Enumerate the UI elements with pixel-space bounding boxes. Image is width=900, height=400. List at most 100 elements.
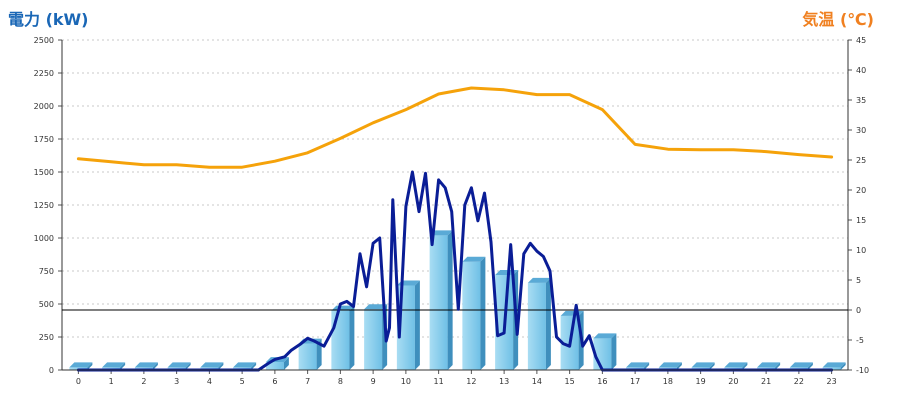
bar-side <box>87 362 93 370</box>
bar-side <box>545 277 551 370</box>
y-left-tick-label: 1000 <box>34 234 54 243</box>
bar-top <box>822 362 846 368</box>
bar-top <box>429 230 453 236</box>
y-left-tick-label: 2500 <box>34 36 54 45</box>
x-tick-label: 1 <box>109 377 114 386</box>
x-tick-label: 7 <box>305 377 310 386</box>
temperature-line <box>76 86 834 169</box>
x-tick-label: 11 <box>434 377 444 386</box>
y-right-tick-label: -5 <box>856 336 864 345</box>
power-line <box>76 170 834 372</box>
y-left-tick-label: 0 <box>49 366 54 375</box>
y-right-tick-label: 0 <box>856 306 861 315</box>
bar-top <box>593 333 617 339</box>
bar <box>593 333 617 370</box>
left-axis-title: 電力 (kW) <box>8 10 89 29</box>
bar-side <box>120 362 126 370</box>
y-right-tick-label: 30 <box>856 126 866 135</box>
bar-top <box>364 304 388 310</box>
bar-side <box>447 230 453 370</box>
x-tick-label: 20 <box>728 377 738 386</box>
x-tick-label: 19 <box>696 377 706 386</box>
bar-front <box>462 261 481 370</box>
y-right-tick-label: 45 <box>856 36 866 45</box>
y-right-tick-label: 25 <box>856 156 866 165</box>
bar-side <box>676 362 682 370</box>
bar-side <box>152 362 158 370</box>
bar-side <box>644 362 650 370</box>
bar-top <box>69 362 93 368</box>
y-right-tick-label: 15 <box>856 216 866 225</box>
y-left-tick-label: 500 <box>39 300 54 309</box>
x-tick-label: 9 <box>371 377 376 386</box>
bar-top <box>789 362 813 368</box>
bar-front <box>527 282 546 370</box>
bar-top <box>233 362 257 368</box>
bar-front <box>331 310 350 370</box>
x-tick-label: 0 <box>76 377 81 386</box>
bar-top <box>658 362 682 368</box>
bar-top <box>331 305 355 311</box>
bar-top <box>691 362 715 368</box>
bar <box>462 256 486 370</box>
y-right-tick-label: 35 <box>856 96 866 105</box>
x-tick-label: 4 <box>207 377 212 386</box>
bar-front <box>298 343 317 370</box>
bar-side <box>218 362 224 370</box>
x-tick-label: 21 <box>761 377 771 386</box>
x-tick-label: 17 <box>630 377 640 386</box>
bar <box>527 277 551 370</box>
x-tick-label: 10 <box>401 377 411 386</box>
bar-side <box>251 362 257 370</box>
right-axis-title: 気温 (℃) <box>802 10 874 29</box>
y-left-tick-label: 2250 <box>34 69 54 78</box>
bar-top <box>200 362 224 368</box>
bar-side <box>775 362 781 370</box>
bar-side <box>185 362 191 370</box>
bar-side <box>414 280 420 370</box>
bar-top <box>462 256 486 262</box>
bar-side <box>283 357 289 370</box>
x-tick-label: 12 <box>466 377 476 386</box>
x-tick-label: 23 <box>827 377 837 386</box>
bar <box>331 305 355 370</box>
bar-front <box>429 235 448 370</box>
y-left-tick-label: 1750 <box>34 135 54 144</box>
bar-top <box>167 362 191 368</box>
bar-front <box>364 309 383 370</box>
bar-top <box>724 362 748 368</box>
y-right-tick-label: 40 <box>856 66 866 75</box>
bar-side <box>709 362 715 370</box>
bar-top <box>626 362 650 368</box>
bar-front <box>265 362 284 370</box>
y-right-tick-label: 10 <box>856 246 866 255</box>
x-tick-label: 6 <box>272 377 277 386</box>
x-tick-label: 8 <box>338 377 343 386</box>
bar-top <box>527 277 551 283</box>
y-right-tick-label: 5 <box>856 276 861 285</box>
bar-side <box>840 362 846 370</box>
bar-side <box>316 338 322 370</box>
bar-side <box>611 333 617 370</box>
y-left-tick-label: 250 <box>39 333 54 342</box>
bar <box>560 310 584 370</box>
x-tick-label: 16 <box>597 377 607 386</box>
bar <box>429 230 453 370</box>
bar-top <box>102 362 126 368</box>
y-right-tick-label: 20 <box>856 186 866 195</box>
bar-top <box>134 362 158 368</box>
x-tick-label: 14 <box>532 377 542 386</box>
y-left-tick-label: 1250 <box>34 201 54 210</box>
bar-top <box>757 362 781 368</box>
x-tick-label: 15 <box>565 377 575 386</box>
y-right-tick-label: -10 <box>856 366 869 375</box>
x-tick-label: 5 <box>240 377 245 386</box>
bar-side <box>349 305 355 370</box>
x-tick-label: 18 <box>663 377 673 386</box>
x-tick-label: 13 <box>499 377 509 386</box>
y-left-tick-label: 2000 <box>34 102 54 111</box>
bar-side <box>742 362 748 370</box>
x-tick-label: 22 <box>794 377 804 386</box>
x-tick-label: 2 <box>141 377 146 386</box>
